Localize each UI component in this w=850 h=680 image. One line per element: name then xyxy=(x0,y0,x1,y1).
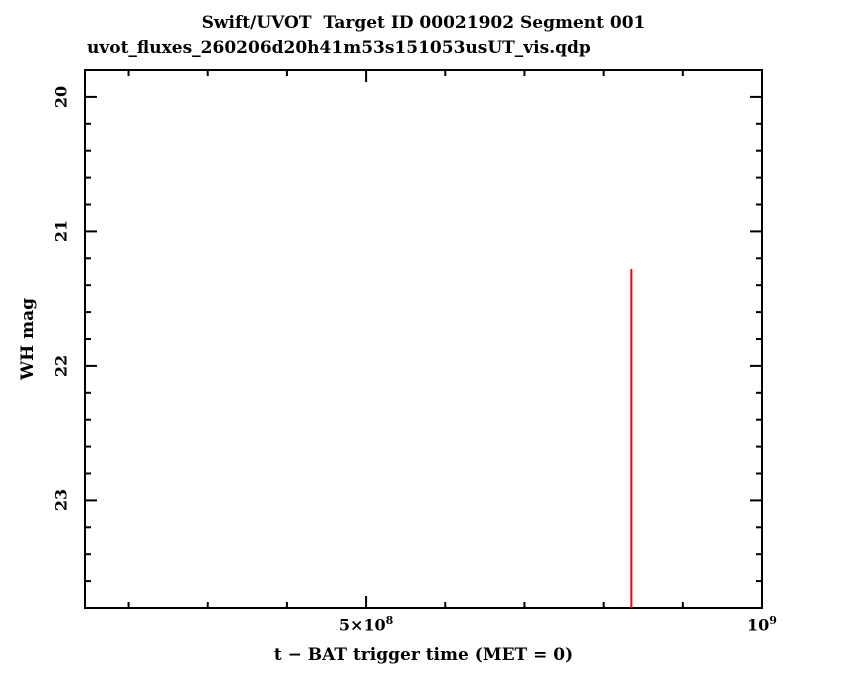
x-axis-label: t − BAT trigger time (MET = 0) xyxy=(273,645,574,665)
x-tick-label: 109 xyxy=(747,614,777,635)
plot-subtitle: uvot_fluxes_260206d20h41m53s151053usUT_v… xyxy=(87,38,591,58)
plot-frame xyxy=(84,69,763,609)
y-tick-label: 22 xyxy=(51,354,71,378)
plot-title: Swift/UVOT Target ID 00021902 Segment 00… xyxy=(201,13,646,33)
y-tick-label: 21 xyxy=(51,220,71,243)
y-axis-label: WH mag xyxy=(18,298,38,380)
x-tick-label: 5×108 xyxy=(338,614,394,635)
y-tick-label: 20 xyxy=(51,85,71,109)
y-tick-label: 23 xyxy=(51,489,71,512)
